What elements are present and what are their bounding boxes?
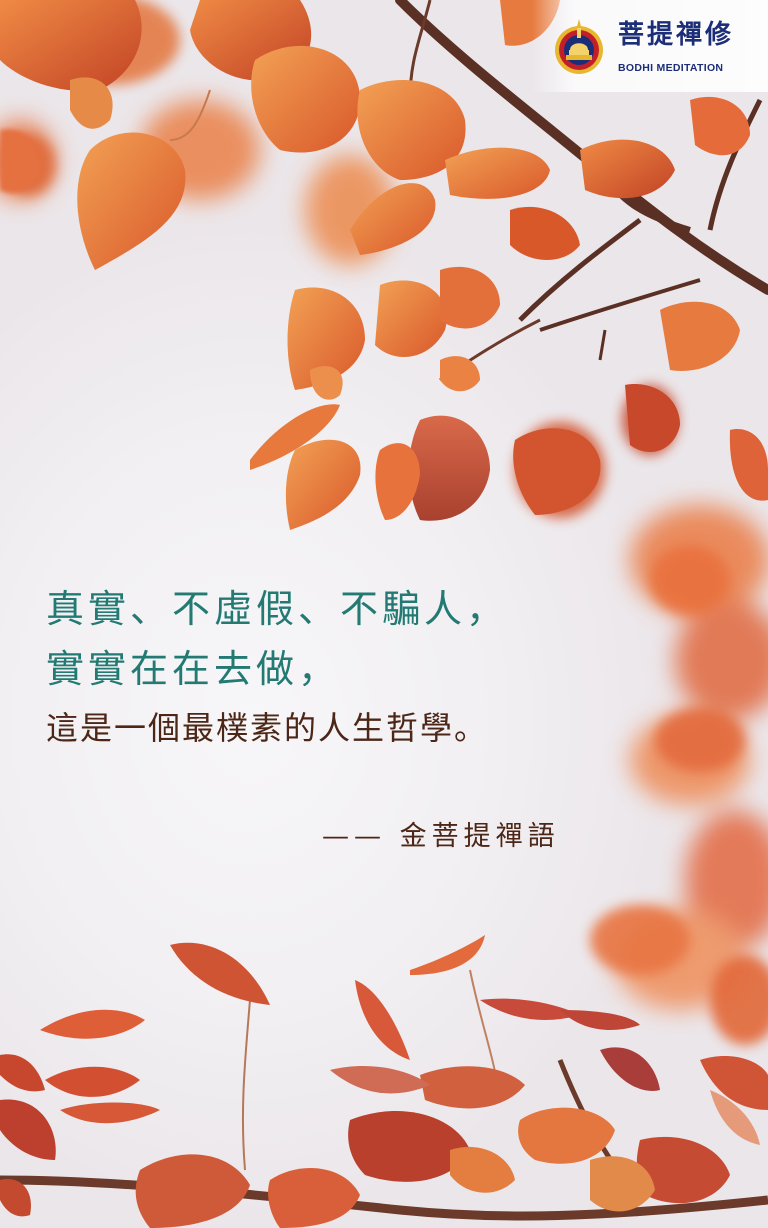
quote-attribution: —— 金菩提禪語 [322, 821, 560, 852]
quote-line-2: 實實在在去做， [46, 647, 341, 691]
quote-line-1: 真實、不虛假、不騙人， [46, 587, 509, 631]
stupa-logo-icon [555, 19, 603, 74]
brand-name-chinese: 菩提禪修 [618, 20, 735, 50]
quote-block: 真實、不虛假、不騙人， 實實在在去做， 這是一個最樸素的人生哲學。 [46, 590, 646, 744]
brand-name-english: BODHI MEDITATION [618, 62, 724, 74]
quote-line-3: 這是一個最樸素的人生哲學。 [46, 709, 489, 747]
